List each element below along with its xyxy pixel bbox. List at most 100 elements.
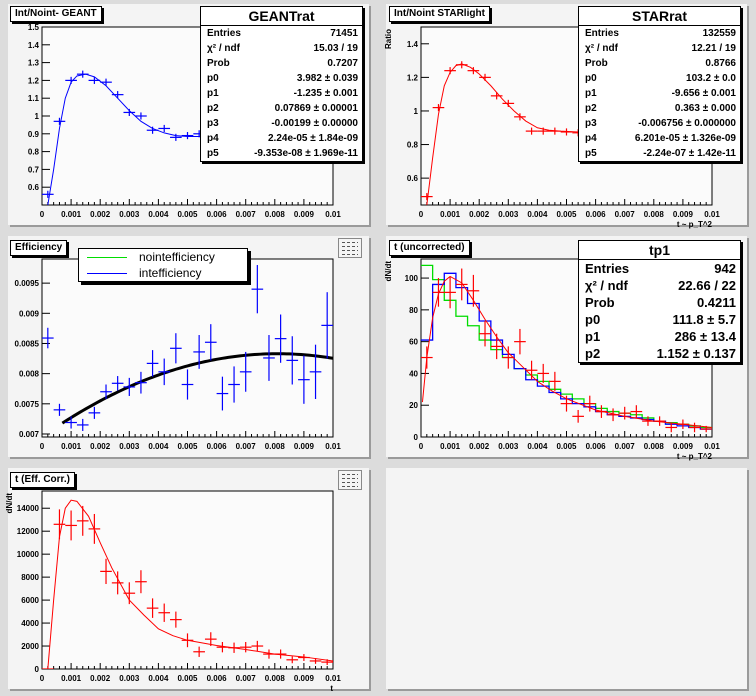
data-point (53, 403, 66, 416)
stats-row: Prob 0.8766 (579, 56, 740, 71)
y-tick-label: 0 (414, 433, 419, 442)
x-axis-label: t ~ p_T^2 (677, 452, 713, 461)
data-point (53, 117, 66, 125)
data-point (135, 570, 147, 594)
x-tick-label: 0.008 (265, 442, 286, 451)
y-tick-label: 6000 (21, 596, 39, 605)
data-point (158, 603, 171, 622)
stats-value: 12.21 / 19 (691, 43, 736, 54)
data-point (76, 505, 89, 536)
data-point (146, 598, 159, 618)
stats-key: Prob (585, 58, 608, 69)
data-point (239, 642, 252, 653)
data-point (274, 314, 287, 363)
data-point (228, 642, 240, 653)
data-point (170, 611, 182, 628)
data-point (514, 113, 526, 121)
data-point (135, 112, 147, 120)
data-point (321, 659, 333, 665)
stats-key: p2 (207, 103, 219, 114)
data-point (421, 346, 433, 369)
stats-value: -2.24e-07 ± 1.42e-11 (643, 148, 736, 159)
x-tick-label: 0.003 (119, 442, 140, 451)
data-point (537, 363, 550, 383)
stats-row: χ² / ndf 22.66 / 22 (579, 277, 740, 294)
stats-value: 0.07869 ± 0.00001 (274, 103, 358, 114)
stats-value: 2.24e-05 ± 1.84e-09 (268, 133, 358, 144)
x-tick-label: 0.007 (615, 442, 636, 451)
x-tick-label: 0.004 (148, 210, 169, 219)
data-point (181, 633, 194, 648)
stats-value: -0.00199 ± 0.00000 (271, 118, 358, 129)
stats-title: tp1 (579, 241, 740, 260)
stats-row: χ² / ndf 12.21 / 19 (579, 41, 740, 56)
stats-row: Prob 0.7207 (201, 56, 362, 71)
data-point (111, 91, 124, 99)
stats-key: p1 (207, 88, 219, 99)
y-tick-label: 0.8 (407, 141, 419, 150)
y-tick-label: 2000 (21, 642, 39, 651)
stats-row: χ² / ndf 15.03 / 19 (201, 41, 362, 56)
stats-key: Entries (585, 28, 619, 39)
editor-icon-line (342, 250, 358, 251)
x-tick-label: 0.003 (498, 210, 519, 219)
x-tick-label: 0.004 (527, 442, 548, 451)
data-point (204, 632, 217, 647)
y-tick-label: 0.9 (28, 130, 40, 139)
data-point (502, 346, 515, 369)
data-point (263, 335, 275, 381)
data-point (583, 395, 596, 412)
data-point (135, 371, 147, 394)
x-tick-label: 0.002 (90, 442, 111, 451)
stats-row: Entries 942 (579, 260, 740, 277)
y-tick-label: 100 (405, 274, 419, 283)
data-point (228, 366, 240, 403)
y-tick-label: 1 (414, 107, 419, 116)
stats-key: χ² / ndf (207, 43, 240, 54)
stats-value: 103.2 ± 0.0 (686, 73, 736, 84)
data-point (181, 132, 194, 140)
data-point (111, 376, 124, 391)
data-point (572, 409, 584, 423)
y-tick-label: 1.5 (28, 23, 40, 32)
legend-label: intefficiency (139, 266, 202, 280)
data-point (560, 395, 573, 412)
stats-row: p4 6.201e-05 ± 1.326e-09 (579, 131, 740, 146)
data-point (204, 324, 217, 361)
editor-icon[interactable] (338, 470, 362, 490)
data-point (467, 274, 480, 307)
stats-value: 286 ± 13.4 (674, 329, 736, 344)
data-point (665, 422, 678, 433)
y-tick-label: 4000 (21, 619, 39, 628)
data-point (309, 658, 322, 664)
stats-key: p5 (207, 148, 219, 159)
data-point (76, 70, 89, 78)
stats-key: p0 (585, 73, 597, 84)
x-tick-label: 0.001 (61, 442, 82, 451)
stats-value: 942 (714, 261, 736, 276)
stats-title: STARrat (579, 7, 740, 26)
data-point (76, 418, 89, 431)
x-tick-label: 0.002 (469, 442, 490, 451)
stats-value: 0.8766 (705, 58, 736, 69)
stats-row: p3 -0.00199 ± 0.00000 (201, 116, 362, 131)
y-tick-label: 0.0075 (15, 400, 40, 409)
stats-title: GEANTrat (201, 7, 362, 26)
data-point (502, 99, 515, 107)
y-tick-label: 12000 (17, 527, 40, 536)
y-tick-label: 10000 (17, 550, 40, 559)
data-point (146, 350, 159, 377)
x-tick-label: 0.002 (90, 674, 111, 683)
x-tick-label: 0.01 (704, 210, 720, 219)
data-point (677, 419, 689, 430)
stats-key: p4 (207, 133, 219, 144)
chart-5: 0 0.001 0.002 0.003 0.004 0.005 0.006 0.007 0.00… (5, 490, 341, 693)
stats-row: p1 -9.656 ± 0.001 (579, 86, 740, 101)
editor-icon[interactable] (338, 238, 362, 258)
data-point (479, 73, 491, 81)
x-tick-label: 0.008 (265, 674, 286, 683)
y-tick-label: 60 (409, 338, 418, 347)
stats-value: 15.03 / 19 (313, 43, 358, 54)
stats-key: p5 (585, 148, 597, 159)
x-tick-label: 0.009 (294, 210, 315, 219)
